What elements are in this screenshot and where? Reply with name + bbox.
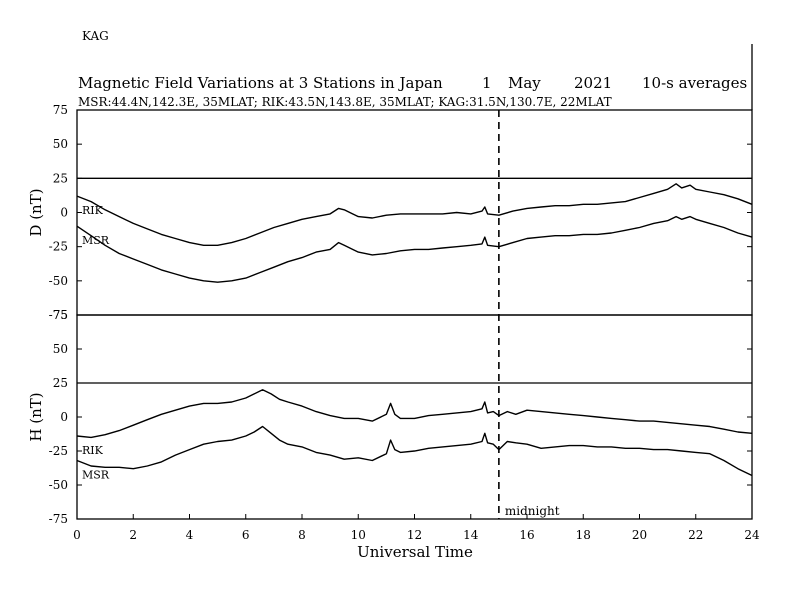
y-tick-label: 0 xyxy=(60,410,68,424)
x-tick-label: 2 xyxy=(129,528,137,542)
plot-panels: 75 50 25 0 -25 -50 -75 D (nT) RIK MSR 75 50 25 0 -25 -5… xyxy=(27,103,753,526)
series-line-msr xyxy=(76,215,753,283)
y-tick-label: -75 xyxy=(49,512,68,526)
title-day: 1 xyxy=(482,74,492,92)
series-label-msr: MSR xyxy=(82,469,110,482)
y-axis-label: D (nT) xyxy=(27,188,45,236)
title-text: Magnetic Field Variations at 3 Stations … xyxy=(78,74,443,92)
x-tick-label: 8 xyxy=(298,528,306,542)
y-tick-label: 75 xyxy=(53,103,68,117)
title-month: May xyxy=(508,74,541,92)
x-tick-label: 20 xyxy=(632,528,647,542)
station-tag: KAG xyxy=(82,29,109,43)
x-tick-label: 12 xyxy=(407,528,422,542)
x-tick-label: 0 xyxy=(73,528,81,542)
y-tick-label: 50 xyxy=(53,137,68,151)
y-tick-label: -25 xyxy=(49,444,68,458)
series-line-rik xyxy=(76,389,753,439)
y-tick-label: -50 xyxy=(49,274,68,288)
series-line-rik xyxy=(76,183,753,246)
panel-frame xyxy=(76,314,753,520)
x-tick-label: 14 xyxy=(463,528,479,542)
y-tick-label: 75 xyxy=(53,308,68,322)
y-tick-label: -50 xyxy=(49,478,68,492)
series-line-msr xyxy=(76,425,753,477)
title-note: 10-s averages xyxy=(642,74,747,92)
chart-title: Magnetic Field Variations at 3 Stations … xyxy=(78,74,747,92)
y-tick-label: 0 xyxy=(60,206,68,220)
series-label-rik: RIK xyxy=(82,444,104,457)
x-tick-label: 6 xyxy=(242,528,250,542)
y-tick-label: -25 xyxy=(49,240,68,254)
x-tick-label: 16 xyxy=(519,528,534,542)
panel-1: 75 50 25 0 -25 -50 -75 D (nT) RIK MSR xyxy=(27,103,753,322)
y-axis-label: H (nT) xyxy=(27,392,45,441)
series-label-msr: MSR xyxy=(82,234,110,247)
midnight-label: midnight xyxy=(505,504,560,518)
x-tick-label: 4 xyxy=(186,528,194,542)
y-tick-label: 25 xyxy=(53,376,68,390)
y-tick-label: 25 xyxy=(53,171,68,185)
x-tick-label: 22 xyxy=(688,528,703,542)
chart-subtitle: MSR:44.4N,142.3E, 35MLAT; RIK:43.5N,143.… xyxy=(78,95,612,109)
series-label-rik: RIK xyxy=(82,204,104,217)
panel-frame xyxy=(76,109,753,316)
x-tick-label: 10 xyxy=(351,528,366,542)
panel-2: 75 50 25 0 -25 -50 -75 H (nT) RIK MSR xyxy=(27,308,753,526)
y-tick-label: 50 xyxy=(53,342,68,356)
title-year: 2021 xyxy=(574,74,612,92)
x-axis-label: Universal Time xyxy=(357,543,473,561)
x-tick-label: 24 xyxy=(744,528,760,542)
x-tick-label: 18 xyxy=(576,528,591,542)
y-tick-label: -75 xyxy=(49,308,68,322)
